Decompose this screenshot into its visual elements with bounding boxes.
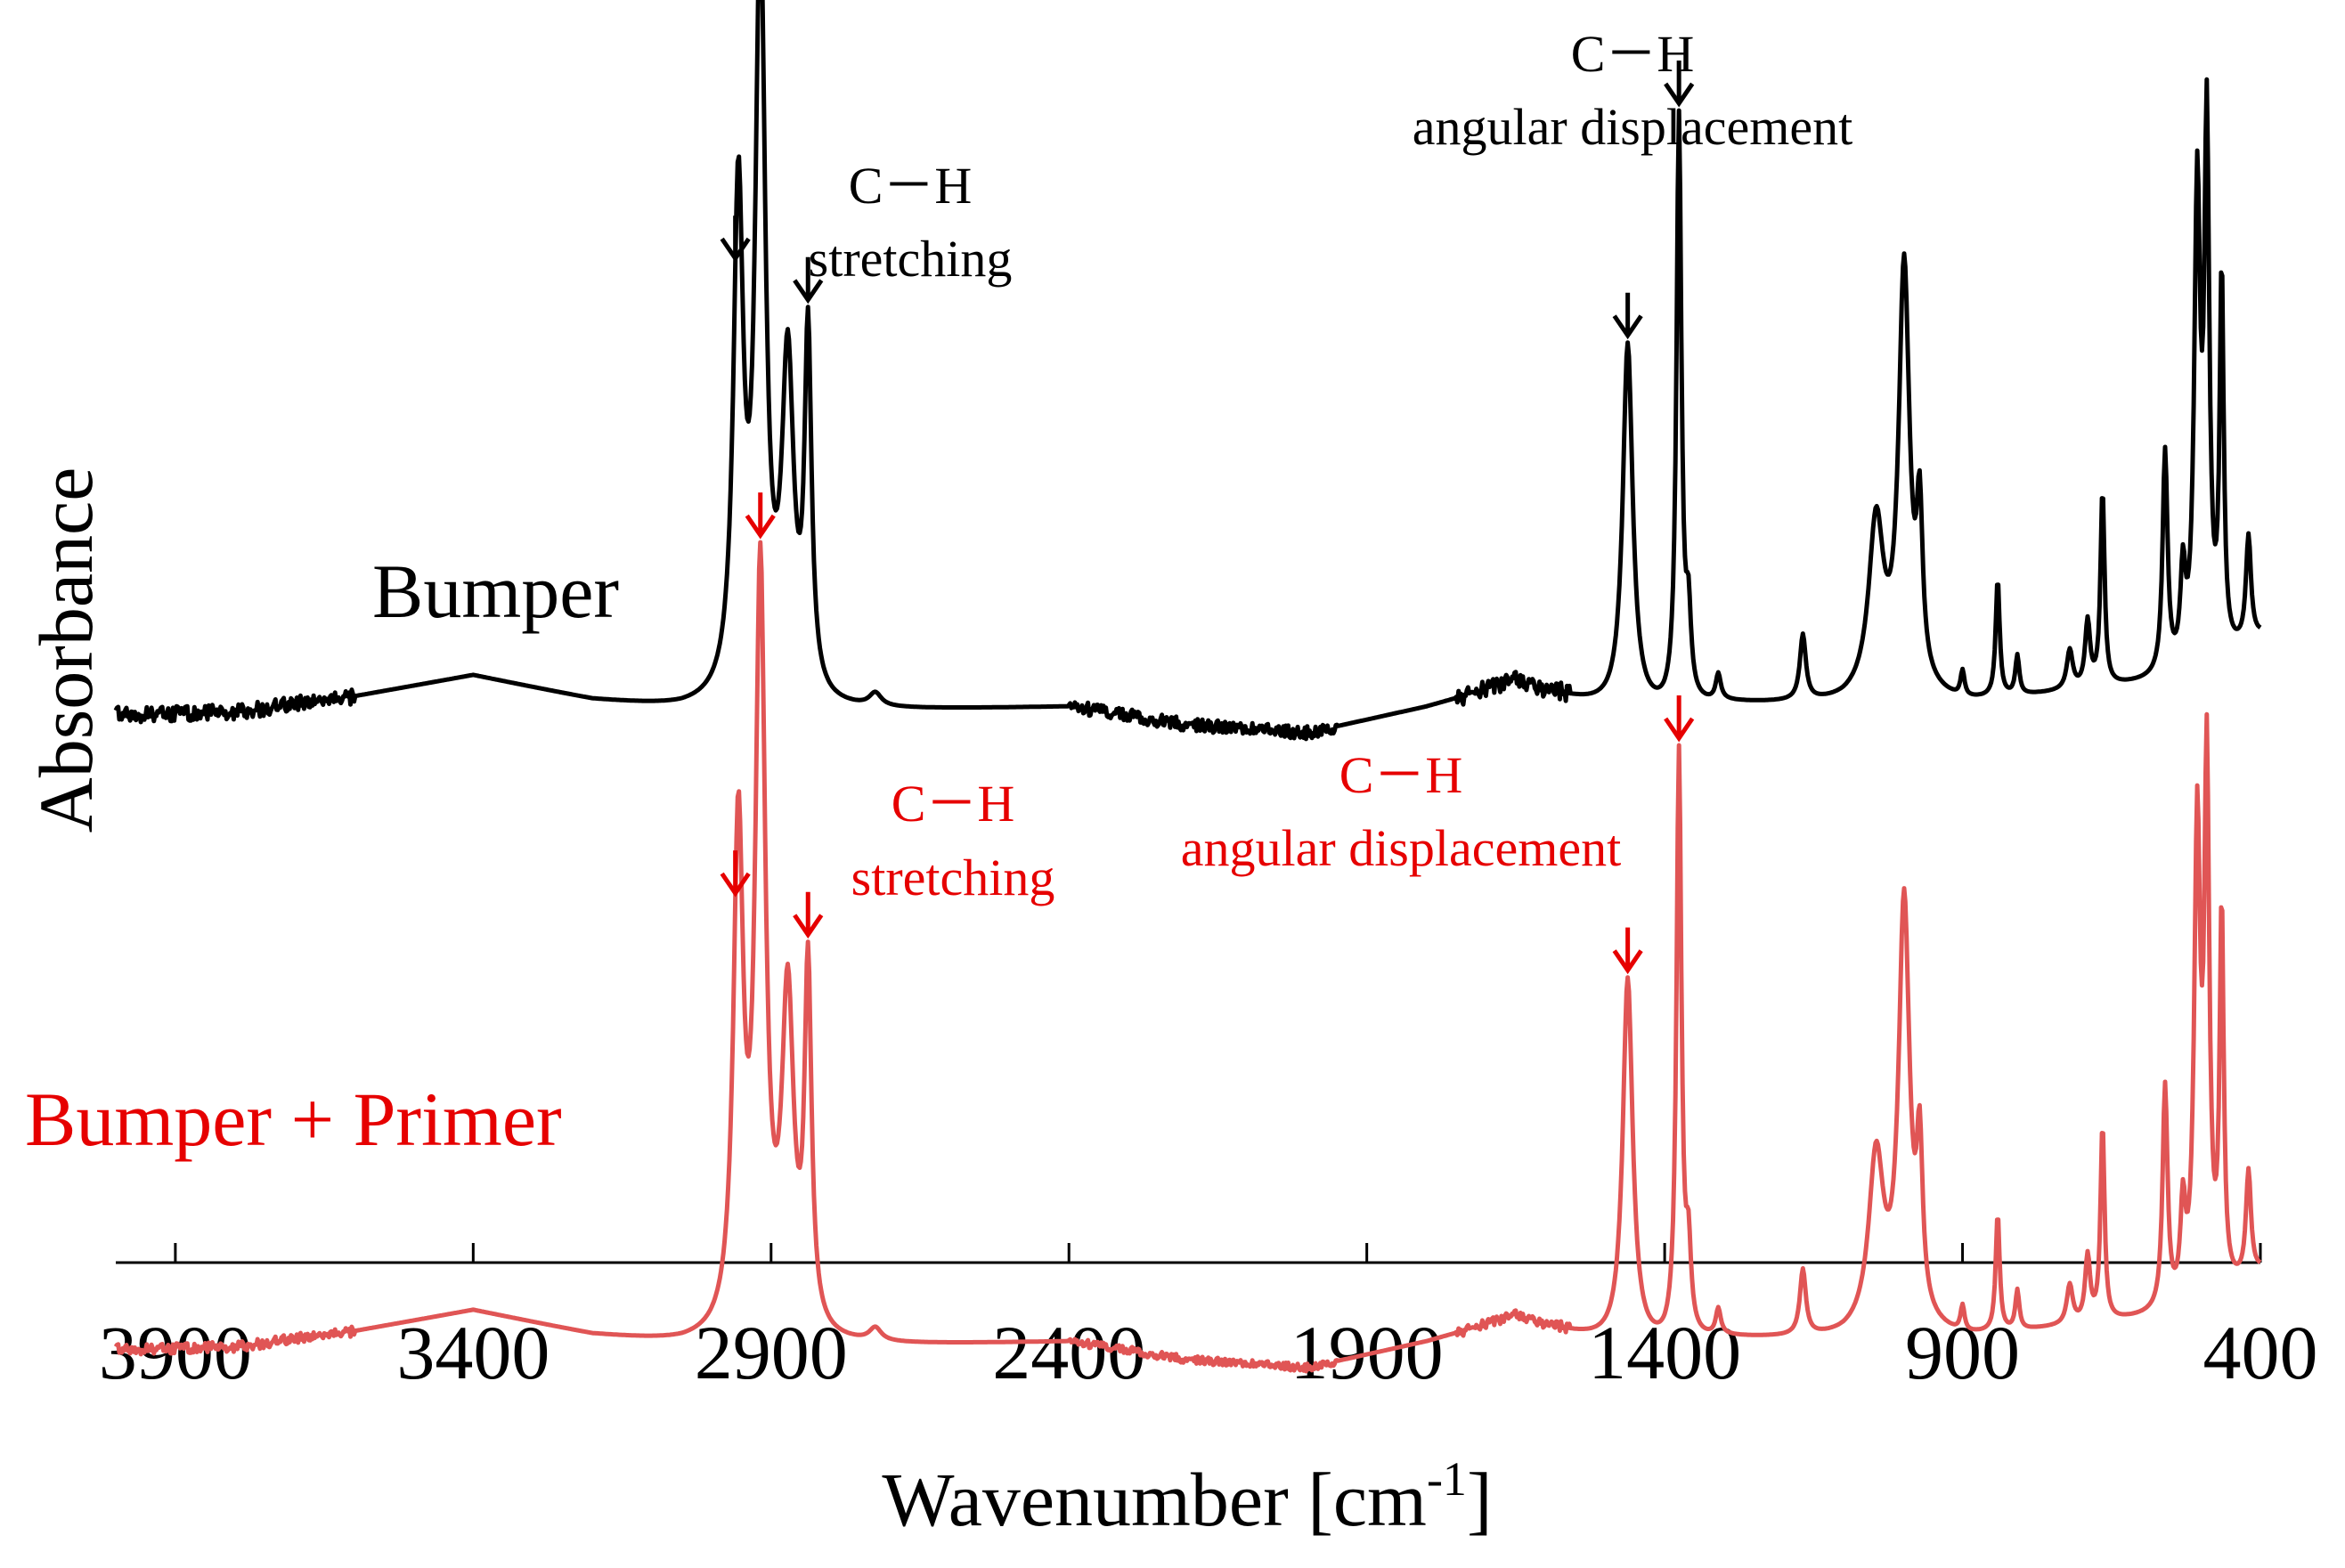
peak-arrow-primer-2918	[745, 492, 776, 540]
x-axis-label-close: ]	[1467, 1457, 1493, 1542]
peak-arrow-bumper-1376	[1664, 61, 1695, 108]
annotation-primer-stretch-line2: stretching	[851, 849, 1055, 906]
annotation-primer-angular-line2: angular displacement	[1181, 819, 1621, 877]
peak-arrow-bumper-2838	[793, 256, 824, 305]
peak-arrow-bumper-2960	[720, 215, 751, 263]
peak-arrow-primer-1462	[1612, 927, 1643, 975]
peak-arrows	[720, 61, 1695, 975]
y-axis-label: Absorbance	[23, 467, 109, 833]
x-axis-ticks: 3900 3400 2900 2400 1900 1400 900 400	[99, 1243, 2318, 1395]
series-label-bumper-primer: Bumper + Primer	[25, 1076, 562, 1162]
x-axis-label: Wavenumber [cm-1]	[882, 1452, 1492, 1542]
series-line-bumper-primer	[113, 540, 2262, 1374]
x-tick-label-2900: 2900	[695, 1310, 848, 1395]
peak-arrow-bumper-1462	[1612, 292, 1643, 340]
annotation-bumper-angular-line1: C－H	[1571, 25, 1695, 83]
x-tick-label-3400: 3400	[396, 1310, 550, 1395]
x-axis-label-main: Wavenumber [cm	[882, 1457, 1427, 1542]
series-label-bumper: Bumper	[372, 548, 619, 634]
x-tick-label-400: 400	[2203, 1310, 2318, 1395]
peak-arrow-primer-1376	[1664, 695, 1695, 743]
annotation-bumper-stretch-line1: C－H	[849, 157, 973, 215]
annotation-primer-angular-line1: C－H	[1339, 746, 1463, 804]
annotation-bumper-stretch-line2: stretching	[809, 230, 1013, 288]
peak-arrow-primer-2960	[720, 850, 751, 898]
x-axis-label-superscript: -1	[1427, 1452, 1467, 1506]
x-tick-label-900: 900	[1905, 1310, 2020, 1395]
x-tick-label-1400: 1400	[1588, 1310, 1741, 1395]
annotation-bumper-angular-line2: angular displacement	[1413, 98, 1852, 156]
peak-arrow-primer-2838	[793, 891, 824, 939]
series-line-bumper	[113, 0, 2262, 742]
annotation-primer-stretch-line1: C－H	[892, 775, 1015, 833]
